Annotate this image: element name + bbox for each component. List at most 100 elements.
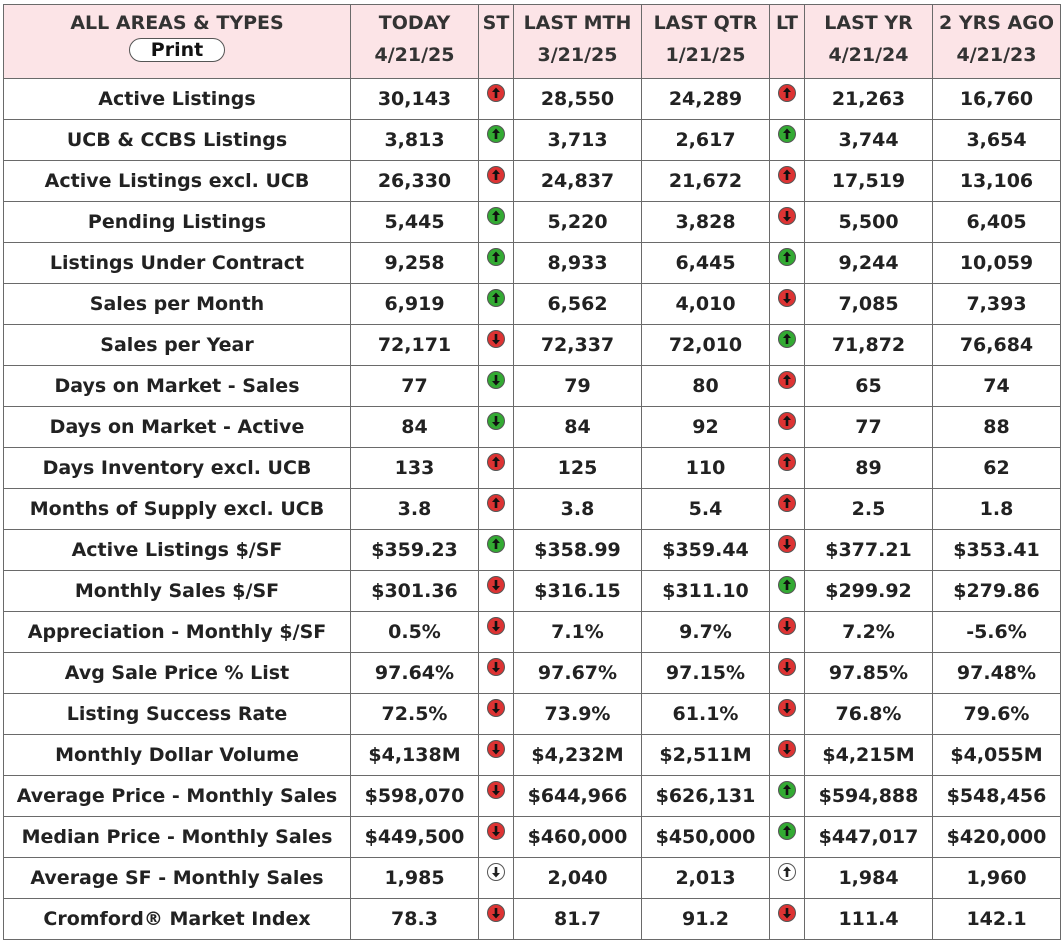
header-lt-cell: LT <box>769 4 805 79</box>
red-down-arrow-icon <box>487 576 505 594</box>
header-last-qtr-cell: LAST QTR 1/21/25 <box>641 4 770 79</box>
last-yr-value: 97.85% <box>804 652 933 694</box>
row-label: Days on Market - Active <box>3 406 351 448</box>
today-value: 77 <box>350 365 479 407</box>
last-yr-value: $447,017 <box>804 816 933 858</box>
row-label: Days on Market - Sales <box>3 365 351 407</box>
red-down-arrow-icon <box>487 330 505 348</box>
st-trend-cell <box>478 242 514 284</box>
white-down-arrow-icon <box>487 863 505 881</box>
today-value: 6,919 <box>350 283 479 325</box>
header-last-qtr-title: LAST QTR <box>653 12 758 34</box>
header-last-yr-title: LAST YR <box>824 12 913 34</box>
last-qtr-value: 6,445 <box>641 242 770 284</box>
table-row: Listings Under Contract 9,258 8,933 6,445 9,… <box>3 242 1061 284</box>
last-mth-value: 125 <box>513 447 642 489</box>
last-yr-value: 21,263 <box>804 78 933 120</box>
last-yr-value: $377.21 <box>804 529 933 571</box>
lt-trend-cell <box>769 611 805 653</box>
last-qtr-value: 92 <box>641 406 770 448</box>
green-down-arrow-icon <box>487 412 505 430</box>
today-value: 97.64% <box>350 652 479 694</box>
last-mth-value: 81.7 <box>513 898 642 940</box>
header-last-yr-cell: LAST YR 4/21/24 <box>804 4 933 79</box>
lt-trend-cell <box>769 529 805 571</box>
lt-trend-cell <box>769 488 805 530</box>
2yrs-ago-value: 76,684 <box>932 324 1061 366</box>
2yrs-ago-value: -5.6% <box>932 611 1061 653</box>
red-down-arrow-icon <box>487 904 505 922</box>
last-mth-value: 2,040 <box>513 857 642 899</box>
lt-trend-cell <box>769 898 805 940</box>
row-label: UCB & CCBS Listings <box>3 119 351 161</box>
2yrs-ago-value: 6,405 <box>932 201 1061 243</box>
2yrs-ago-value: 7,393 <box>932 283 1061 325</box>
2yrs-ago-value: 74 <box>932 365 1061 407</box>
last-mth-value: 79 <box>513 365 642 407</box>
red-up-arrow-icon <box>778 166 796 184</box>
last-yr-value: 17,519 <box>804 160 933 202</box>
red-down-arrow-icon <box>778 658 796 676</box>
header-2yrs-title: 2 YRS AGO <box>939 12 1054 34</box>
last-qtr-value: $450,000 <box>641 816 770 858</box>
table-row: Monthly Sales $/SF $301.36 $316.15 $311.10 $… <box>3 570 1061 612</box>
table-row: Average Price - Monthly Sales $598,070 $64… <box>3 775 1061 817</box>
row-label: Active Listings <box>3 78 351 120</box>
2yrs-ago-value: $420,000 <box>932 816 1061 858</box>
table-body: ALL AREAS & TYPES Print TODAY 4/21/25 ST… <box>3 4 1061 940</box>
last-mth-value: 84 <box>513 406 642 448</box>
row-label: Average SF - Monthly Sales <box>3 857 351 899</box>
red-down-arrow-icon <box>487 658 505 676</box>
green-up-arrow-icon <box>487 248 505 266</box>
2yrs-ago-value: $353.41 <box>932 529 1061 571</box>
row-label: Avg Sale Price % List <box>3 652 351 694</box>
last-mth-value: $358.99 <box>513 529 642 571</box>
last-mth-value: 7.1% <box>513 611 642 653</box>
red-down-arrow-icon <box>487 781 505 799</box>
st-trend-cell <box>478 447 514 489</box>
green-up-arrow-icon <box>487 535 505 553</box>
header-2yrs-date: 4/21/23 <box>956 44 1037 66</box>
red-up-arrow-icon <box>487 166 505 184</box>
today-value: 78.3 <box>350 898 479 940</box>
red-down-arrow-icon <box>778 699 796 717</box>
today-value: 5,445 <box>350 201 479 243</box>
today-value: 3.8 <box>350 488 479 530</box>
last-mth-value: $316.15 <box>513 570 642 612</box>
areas-types-title: ALL AREAS & TYPES <box>70 12 284 34</box>
today-value: 133 <box>350 447 479 489</box>
table-row: Days on Market - Active 84 84 92 77 88 <box>3 406 1061 448</box>
row-label: Listings Under Contract <box>3 242 351 284</box>
lt-trend-cell <box>769 734 805 776</box>
row-label: Listing Success Rate <box>3 693 351 735</box>
last-mth-value: 24,837 <box>513 160 642 202</box>
last-mth-value: 3,713 <box>513 119 642 161</box>
today-value: $301.36 <box>350 570 479 612</box>
last-yr-value: 7.2% <box>804 611 933 653</box>
last-yr-value: 111.4 <box>804 898 933 940</box>
table-row: UCB & CCBS Listings 3,813 3,713 2,617 3,744 3… <box>3 119 1061 161</box>
table-row: Pending Listings 5,445 5,220 3,828 5,500 6,40… <box>3 201 1061 243</box>
red-down-arrow-icon <box>778 535 796 553</box>
lt-trend-cell <box>769 119 805 161</box>
last-mth-value: 73.9% <box>513 693 642 735</box>
last-qtr-value: $311.10 <box>641 570 770 612</box>
red-down-arrow-icon <box>487 617 505 635</box>
last-qtr-value: 110 <box>641 447 770 489</box>
lt-trend-cell <box>769 201 805 243</box>
lt-trend-cell <box>769 775 805 817</box>
st-trend-cell <box>478 693 514 735</box>
header-last-yr-date: 4/21/24 <box>828 44 909 66</box>
header-st-cell: ST <box>478 4 514 79</box>
last-qtr-value: 4,010 <box>641 283 770 325</box>
2yrs-ago-value: 1.8 <box>932 488 1061 530</box>
last-mth-value: $4,232M <box>513 734 642 776</box>
2yrs-ago-value: 62 <box>932 447 1061 489</box>
red-down-arrow-icon <box>487 822 505 840</box>
st-trend-cell <box>478 365 514 407</box>
table-row: Median Price - Monthly Sales $449,500 $460… <box>3 816 1061 858</box>
print-button[interactable]: Print <box>128 38 226 62</box>
white-up-arrow-icon <box>778 863 796 881</box>
st-trend-cell <box>478 775 514 817</box>
last-qtr-value: 91.2 <box>641 898 770 940</box>
